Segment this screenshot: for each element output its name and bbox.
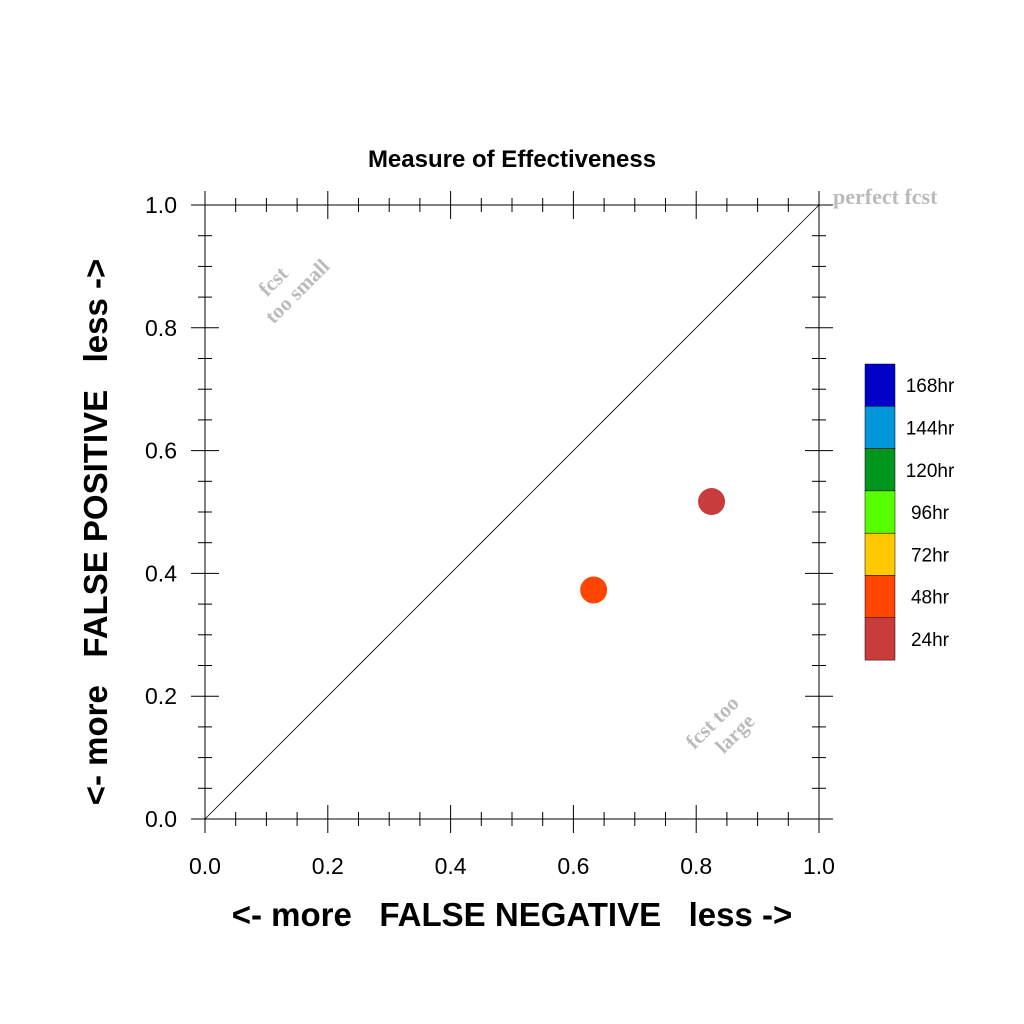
x-tick-label: 0.0	[189, 853, 221, 879]
legend-label: 48hr	[911, 588, 950, 609]
perfect-forecast-line	[204, 204, 820, 820]
legend-swatch	[864, 575, 896, 619]
x-tick-label: 0.6	[557, 853, 589, 879]
y-tick-label: 0.2	[145, 683, 177, 709]
axis-ticks	[191, 191, 833, 833]
x-axis-label: <- more FALSE NEGATIVE less ->	[232, 896, 793, 933]
legend-label: 168hr	[906, 376, 955, 397]
y-tick-label: 0.4	[145, 560, 177, 586]
legend-swatch	[864, 406, 896, 449]
x-tick-labels: 0.0 0.2 0.4 0.6 0.8 1.0	[189, 853, 835, 879]
y-tick-labels: 0.0 0.2 0.4 0.6 0.8 1.0	[145, 192, 177, 832]
perfect-forecast-label: perfect fcst	[833, 184, 938, 209]
y-tick-label: 0.8	[145, 315, 177, 341]
data-points	[580, 488, 726, 604]
legend-swatch	[864, 532, 896, 576]
y-tick-label: 1.0	[145, 192, 177, 218]
scatter-point	[580, 576, 608, 604]
legend-label: 120hr	[906, 461, 955, 482]
x-tick-label: 0.2	[312, 853, 344, 879]
chart-title: Measure of Effectiveness	[368, 146, 656, 173]
legend-swatch	[864, 363, 896, 407]
legend-label: 144hr	[906, 418, 955, 439]
annotation-too-small: fcst too small	[254, 254, 335, 328]
legend-swatch	[864, 617, 896, 661]
legend-label: 24hr	[911, 630, 950, 651]
y-tick-label: 0.0	[145, 806, 177, 832]
legend-swatch	[864, 448, 896, 492]
y-tick-label: 0.6	[145, 438, 177, 464]
legend-label: 72hr	[911, 545, 950, 566]
scatter-point	[698, 488, 726, 516]
annotation-too-large: fcst too large	[681, 691, 760, 758]
legend-swatch	[864, 490, 896, 534]
legend-label: 96hr	[911, 503, 950, 524]
x-tick-label: 1.0	[803, 853, 835, 879]
y-axis-label: <- more FALSE POSITIVE less ->	[77, 259, 114, 806]
legend: 168hr 144hr 120hr 96hr 72hr 48hr 24hr	[864, 363, 955, 661]
x-tick-label: 0.8	[680, 853, 712, 879]
x-tick-label: 0.4	[435, 853, 467, 879]
